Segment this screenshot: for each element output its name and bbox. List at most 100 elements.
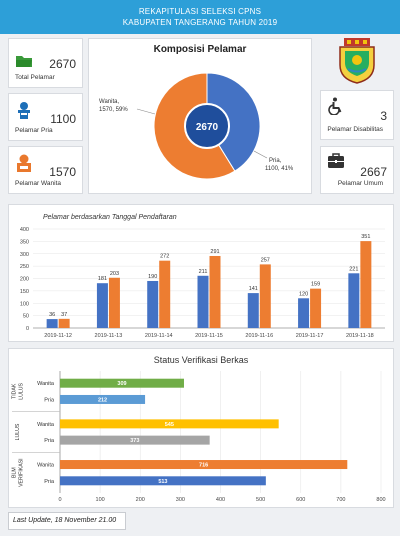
total-pelamar-card: 2670 Total Pelamar <box>8 38 83 88</box>
total-pelamar-label: Total Pelamar <box>15 74 55 81</box>
pelamar-disabilitas-value: 3 <box>380 109 387 123</box>
pelamar-wanita-label: Pelamar Wanita <box>15 180 61 187</box>
pelamar-wanita-value: 1570 <box>49 165 76 179</box>
last-update-label: Last Update, 18 November 21.00 <box>8 512 126 530</box>
bar-data-label: 545 <box>165 422 174 428</box>
bar <box>360 241 372 328</box>
slice-leader-pria <box>253 150 268 159</box>
x-tick-label: 800 <box>376 497 385 503</box>
x-tick-label: 700 <box>336 497 345 503</box>
bar-data-label: 190 <box>148 274 157 280</box>
bar <box>60 394 146 404</box>
bar-data-label: 221 <box>349 266 358 272</box>
x-tick-label: 2019-11-18 <box>346 333 374 339</box>
bar <box>197 275 209 328</box>
bar-category-label: Pria <box>44 438 55 444</box>
bar <box>60 435 210 445</box>
composition-chart-title: Komposisi Pelamar <box>153 44 247 55</box>
composition-donut-chart: 2670 Wanita, 1570, 59% Pria, 1100, 41% <box>99 72 294 180</box>
woman-icon <box>17 154 31 172</box>
bar <box>147 280 159 328</box>
bar <box>46 319 58 328</box>
bar-data-label: 351 <box>361 234 370 240</box>
bar-category-label: Wanita <box>37 422 55 428</box>
y-tick-label: 250 <box>20 264 29 270</box>
x-tick-label: 2019-11-15 <box>195 333 223 339</box>
bar-data-label: 37 <box>61 312 67 318</box>
bar-data-label: 181 <box>98 276 107 282</box>
pelamar-umum-label: Pelamar Umum <box>337 180 383 187</box>
bar-data-label: 203 <box>110 271 119 277</box>
x-tick-label: 2019-11-14 <box>145 333 173 339</box>
pelamar-pria-value: 1100 <box>50 112 76 126</box>
x-tick-label: 0 <box>58 497 61 503</box>
wheelchair-icon <box>328 97 342 115</box>
bar-category-label: Pria <box>44 397 55 403</box>
x-tick-label: 400 <box>216 497 225 503</box>
bar <box>60 476 266 486</box>
bar <box>58 318 70 328</box>
group-label: BLM <box>12 467 18 478</box>
bar <box>159 260 171 328</box>
x-tick-label: 600 <box>296 497 305 503</box>
bar <box>247 293 259 328</box>
bar-data-label: 36 <box>49 312 55 318</box>
group-label: TIDAK <box>12 383 18 399</box>
briefcase-icon <box>328 153 344 168</box>
chart-title: Pelamar berdasarkan Tanggal Pendaftaran <box>43 214 177 221</box>
logo <box>336 38 378 84</box>
pelamar-disabilitas-card: 3 Pelamar Disabilitas <box>320 90 394 140</box>
bar-data-label: 212 <box>98 397 107 403</box>
pelamar-pria-card: 1100 Pelamar Pria <box>8 93 83 141</box>
bar-data-label: 120 <box>299 291 308 297</box>
bar-data-label: 716 <box>199 463 208 469</box>
bar <box>310 288 322 328</box>
y-tick-label: 50 <box>23 314 29 320</box>
registration-date-chart-card: Pelamar berdasarkan Tanggal Pendaftaran 0… <box>8 204 394 342</box>
x-tick-label: 300 <box>176 497 185 503</box>
verification-status-chart-card: Status Verifikasi Berkas 0 100 200 300 400 500… <box>8 348 394 508</box>
y-tick-label: 150 <box>20 289 29 295</box>
pelamar-disabilitas-label: Pelamar Disabilitas <box>327 126 383 133</box>
pelamar-umum-card: 2667 Pelamar Umum <box>320 146 394 194</box>
pelamar-wanita-card: 1570 Pelamar Wanita <box>8 146 83 194</box>
x-tick-label: 500 <box>256 497 265 503</box>
page-header: REKAPITULASI SELEKSI CPNS KABUPATEN TANG… <box>0 0 400 34</box>
pelamar-umum-value: 2667 <box>360 165 387 179</box>
total-pelamar-value: 2670 <box>49 57 76 71</box>
pelamar-pria-label: Pelamar Pria <box>15 127 53 134</box>
group-label: VERIFIKASI <box>19 458 25 487</box>
header-subtitle: KABUPATEN TANGERANG TAHUN 2019 <box>122 18 278 27</box>
man-icon <box>18 102 30 119</box>
registration-date-chart: Pelamar berdasarkan Tanggal Pendaftaran 0… <box>20 214 385 339</box>
y-tick-label: 200 <box>20 277 29 283</box>
x-tick-label: 2019-11-16 <box>245 333 273 339</box>
y-tick-label: 0 <box>26 326 29 332</box>
bar <box>96 283 108 328</box>
bar-data-label: 272 <box>160 254 169 260</box>
bar-category-label: Pria <box>44 479 55 485</box>
bar-category-label: Wanita <box>37 463 55 469</box>
bar-data-label: 141 <box>249 286 258 292</box>
bar <box>348 273 360 328</box>
group-label: LULUS <box>15 423 21 440</box>
slice-label-pria-value: 1100, 41% <box>265 166 294 172</box>
regency-emblem-icon <box>339 38 375 84</box>
bar-category-label: Wanita <box>37 381 55 387</box>
bar-data-label: 291 <box>210 249 219 255</box>
folder-icon <box>16 56 32 67</box>
bar-data-label: 211 <box>199 269 208 275</box>
bar-data-label: 373 <box>130 438 139 444</box>
bar <box>60 419 279 429</box>
bar <box>60 460 348 470</box>
group-label: LULUS <box>19 382 25 399</box>
slice-label-wanita-name: Wanita, <box>99 99 119 105</box>
y-tick-label: 350 <box>20 239 29 245</box>
header-title: REKAPITULASI SELEKSI CPNS <box>138 7 262 16</box>
bar-data-label: 309 <box>117 381 126 387</box>
chart-title: Status Verifikasi Berkas <box>154 355 249 365</box>
donut-center <box>184 103 230 149</box>
verification-status-chart: Status Verifikasi Berkas 0 100 200 300 400 500… <box>12 355 386 503</box>
x-tick-label: 2019-11-12 <box>44 333 72 339</box>
bar-data-label: 513 <box>158 479 167 485</box>
